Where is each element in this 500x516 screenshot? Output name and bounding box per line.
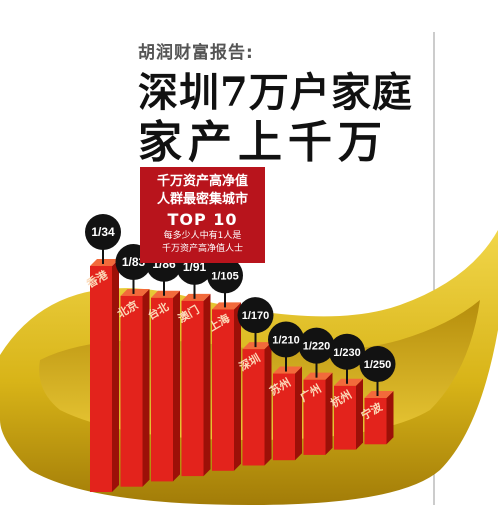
bar-side — [295, 366, 302, 461]
bar-value-label: 1/34 — [91, 225, 115, 239]
bar-top — [120, 288, 150, 296]
bar-value-label: 1/220 — [303, 341, 331, 353]
legend-line3: TOP 10 — [167, 210, 238, 229]
bar — [181, 300, 204, 477]
bar-value-label: 1/210 — [272, 335, 300, 347]
value-bubble — [85, 214, 121, 250]
bar-group: 深圳1/170 — [236, 297, 274, 466]
legend-line2: 人群最密集城市 — [156, 192, 248, 207]
bar-side — [356, 378, 363, 450]
value-bubble — [268, 321, 304, 358]
bar — [334, 385, 356, 450]
headline-line1: 深圳7万户家庭 — [138, 69, 413, 116]
bar — [212, 309, 234, 471]
value-bubble — [298, 327, 335, 364]
bar-top — [181, 293, 211, 301]
bar-side — [386, 391, 394, 445]
bar-side — [264, 342, 272, 466]
bar — [242, 349, 265, 466]
legend-box: 千万资产高净值 人群最密集城市 TOP 10 每多少人中有1人是 千万资产高净值… — [140, 167, 265, 263]
bar-group: 杭州1/230 — [328, 333, 365, 450]
bar-value-label: 1/250 — [364, 359, 392, 371]
bar-group: 广州1/220 — [297, 327, 335, 455]
bar-group: 宁波1/250 — [358, 346, 396, 445]
value-bubble — [237, 297, 274, 334]
bar-group: 北京1/83 — [114, 243, 152, 487]
bar-top — [151, 290, 180, 298]
bar-top — [303, 372, 333, 380]
bar-side — [142, 288, 150, 487]
legend-line4: 每多少人中有1人是 — [163, 231, 242, 241]
bar-top — [273, 366, 302, 374]
bar-side — [203, 293, 211, 477]
bar-group: 苏州1/210 — [267, 321, 304, 461]
value-bubble — [359, 346, 396, 382]
bar-side — [173, 290, 180, 482]
bar-top — [334, 378, 363, 386]
bar-value-label: 1/83 — [122, 255, 146, 269]
report-kicker: 胡润财富报告: — [138, 43, 254, 63]
bar — [273, 373, 295, 461]
value-bubble — [207, 257, 243, 294]
bar-value-label: 1/91 — [183, 260, 207, 274]
bar — [151, 297, 173, 482]
bar-top — [90, 259, 119, 266]
headline-line2: 家产上千万 — [138, 117, 388, 168]
bar-group: 香港1/34 — [83, 214, 121, 492]
bar-top — [242, 342, 272, 350]
bar-top — [364, 391, 394, 398]
bar-side — [234, 302, 241, 471]
bar-top — [212, 302, 241, 310]
legend-line1: 千万资产高净值 — [156, 174, 248, 189]
bar — [120, 295, 143, 487]
bar — [364, 398, 387, 445]
bar-group: 上海1/105 — [206, 257, 243, 471]
bar-value-label: 1/170 — [242, 310, 270, 322]
bar — [90, 266, 112, 492]
bar-side — [325, 372, 333, 455]
value-bubble — [329, 333, 365, 370]
bar-value-label: 1/230 — [333, 347, 361, 359]
bar-side — [112, 259, 119, 492]
bar-value-label: 1/105 — [211, 270, 239, 282]
legend-line5: 千万资产高净值人士 — [161, 244, 243, 254]
bar — [303, 379, 326, 455]
